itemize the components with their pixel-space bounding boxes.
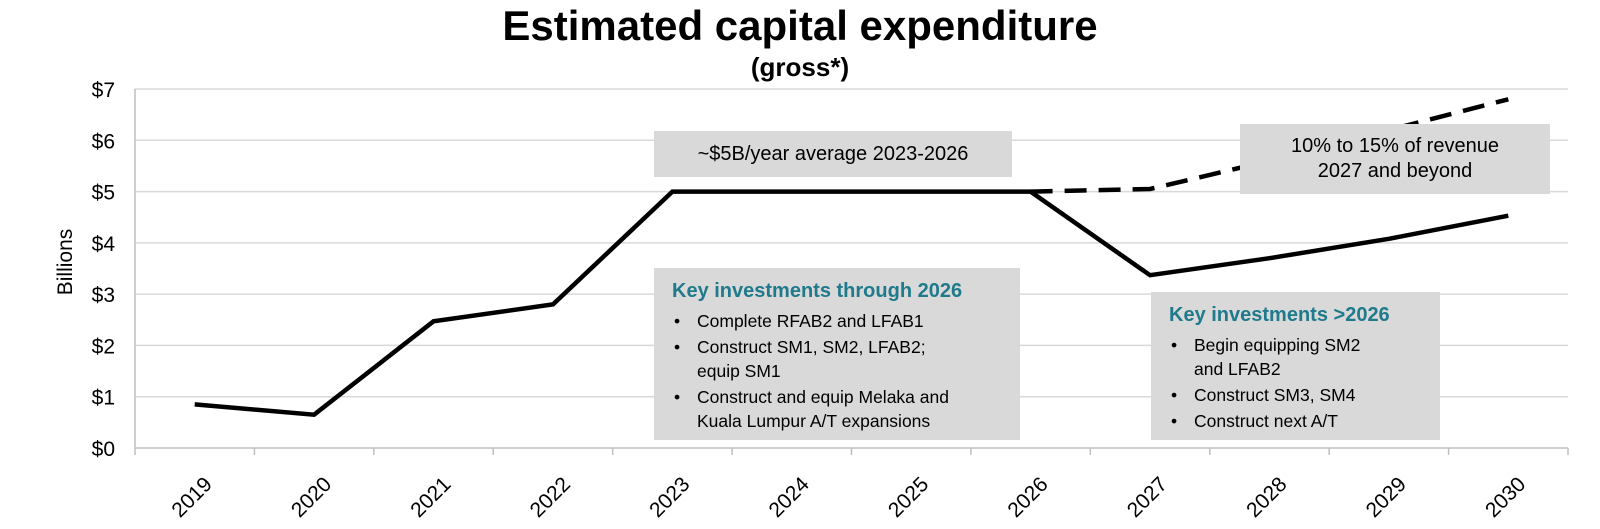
investments-after-2026-heading: Key investments >2026: [1169, 304, 1390, 326]
axes: [134, 89, 1569, 455]
x-tick-label: 2030: [1481, 473, 1530, 522]
average-annotation: ~$5B/year average 2023-2026: [654, 131, 1012, 177]
y-tick-label: $7: [92, 79, 115, 102]
investments-through-2026-box: Key investments through 2026 Complete RF…: [654, 268, 1020, 440]
chart-subtitle: (gross*): [750, 52, 850, 82]
investments-after-2026-list: Begin equipping SM2 and LFAB2 Construct …: [1169, 333, 1426, 433]
investments-through-2026-heading: Key investments through 2026: [672, 280, 963, 302]
y-tick-label: $0: [92, 438, 115, 461]
x-tick-label: 2021: [406, 473, 455, 522]
x-tick-label: 2022: [526, 473, 575, 522]
x-tick-label: 2025: [884, 473, 933, 522]
y-tick-label: $3: [92, 284, 115, 307]
x-tick-label: 2026: [1003, 473, 1052, 522]
revenue-annotation: 10% to 15% of revenue 2027 and beyond: [1240, 124, 1550, 194]
list-item: Construct SM1, SM2, LFAB2; equip SM1: [672, 335, 1006, 383]
revenue-annotation-line-2: 2027 and beyond: [1317, 160, 1473, 182]
list-item: Complete RFAB2 and LFAB1: [672, 309, 1006, 333]
y-tick-label: $4: [92, 233, 116, 256]
y-axis-label: Billions: [54, 229, 77, 296]
x-tick-label: 2028: [1242, 473, 1291, 522]
chart-title: Estimated capital expenditure: [502, 2, 1098, 49]
x-tick-label: 2019: [167, 473, 216, 522]
x-tick-label: 2024: [765, 473, 815, 523]
list-item: Construct next A/T: [1169, 409, 1426, 433]
y-tick-label: $2: [92, 335, 115, 358]
list-item: Begin equipping SM2 and LFAB2: [1169, 333, 1426, 381]
revenue-annotation-line-1: 10% to 15% of revenue: [1291, 135, 1499, 157]
solid-series-line: [194, 189, 1509, 418]
list-item: Construct and equip Melaka and Kuala Lum…: [672, 385, 1006, 433]
x-tick-label: 2029: [1362, 473, 1411, 522]
investments-after-2026-box: Key investments >2026 Begin equipping SM…: [1151, 292, 1440, 440]
x-tick-label: 2027: [1123, 473, 1172, 522]
y-tick-labels: $0 $1 $2 $3 $4 $5 $6 $7: [92, 79, 116, 461]
y-tick-label: $1: [92, 387, 115, 410]
x-tick-labels: 2019 2020 2021 2022 2023 2024 2025 2026 2027 2028…: [167, 473, 1530, 523]
x-tick-label: 2023: [645, 473, 694, 522]
investments-through-2026-list: Complete RFAB2 and LFAB1 Construct SM1, …: [672, 309, 1006, 433]
list-item: Construct SM3, SM4: [1169, 383, 1426, 407]
y-tick-label: $6: [92, 130, 115, 153]
x-tick-label: 2020: [287, 473, 336, 522]
y-tick-label: $5: [92, 182, 115, 205]
